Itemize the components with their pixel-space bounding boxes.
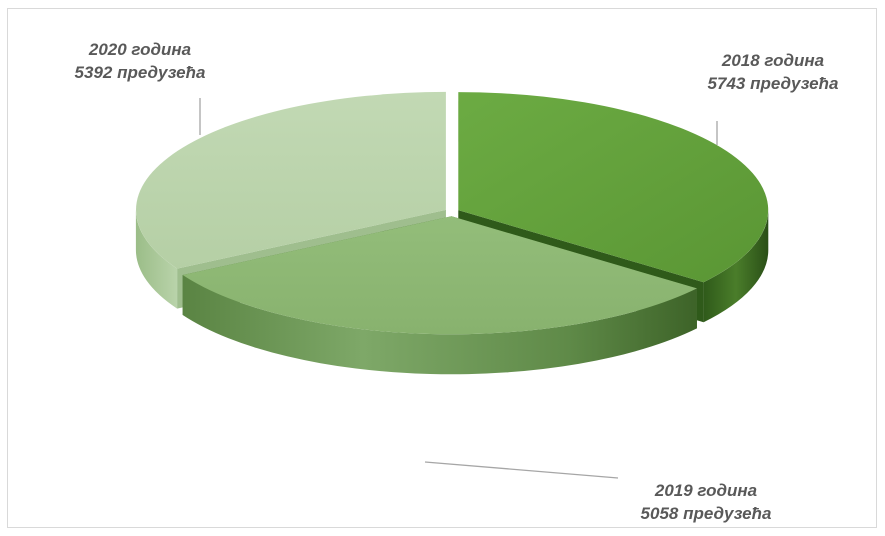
label-2019-year: 2019 година: [654, 481, 757, 500]
slice-2019: [182, 216, 697, 335]
label-2020-count: 5392 предузећа: [75, 63, 206, 82]
slice-2018-side: [703, 210, 769, 323]
label-2018-year: 2018 година: [721, 51, 824, 70]
label-2020-year: 2020 година: [88, 40, 191, 59]
slice-2020: [136, 91, 446, 269]
leader-line-2019: [424, 461, 619, 479]
slice-2018: [458, 92, 769, 283]
label-2018-count: 5743 предузећа: [708, 74, 839, 93]
slice-2019-side: [182, 275, 697, 375]
slice-2020-side: [135, 209, 178, 309]
label-2019-count: 5058 предузећа: [641, 504, 772, 523]
